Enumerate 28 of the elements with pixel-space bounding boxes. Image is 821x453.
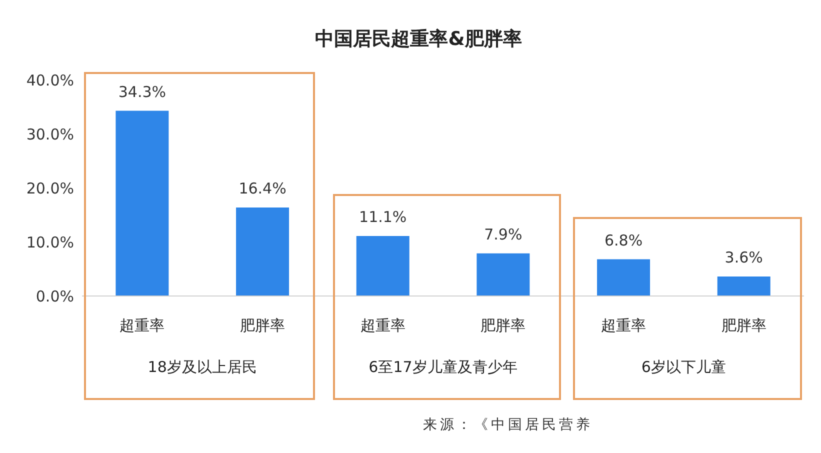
x-tick-label: 超重率 (120, 316, 165, 335)
bar (236, 207, 290, 296)
y-tick-label: 10.0% (26, 233, 74, 252)
y-tick-label: 20.0% (26, 179, 74, 198)
bar (356, 236, 410, 296)
data-label: 3.6% (724, 248, 763, 267)
x-tick-label: 肥胖率 (721, 316, 766, 335)
data-label: 7.9% (484, 225, 522, 244)
source-note: 来源：《中国居民营养 (423, 416, 593, 434)
data-label: 16.4% (238, 179, 286, 198)
x-tick-label: 超重率 (601, 316, 646, 335)
chart-title: 中国居民超重率&肥胖率 (314, 27, 523, 52)
y-tick-label: 0.0% (36, 287, 74, 306)
x-tick-label: 超重率 (360, 316, 406, 335)
data-label: 11.1% (359, 208, 407, 226)
bar (717, 276, 770, 296)
data-label: 34.3% (118, 82, 166, 101)
text: 6岁以下儿童 (640, 358, 727, 377)
x-tick-label: 肥胖率 (240, 316, 285, 335)
y-tick-label: 40.0% (26, 71, 74, 90)
bar (597, 259, 650, 296)
x-tick-label: 肥胖率 (480, 316, 526, 335)
bar (116, 110, 169, 296)
text: 6至17岁儿童及青少年 (368, 358, 518, 377)
bar (476, 253, 530, 296)
y-tick-label: 30.0% (26, 125, 74, 144)
text: 18岁及以上居民 (146, 358, 258, 377)
data-label: 6.8% (604, 231, 643, 250)
